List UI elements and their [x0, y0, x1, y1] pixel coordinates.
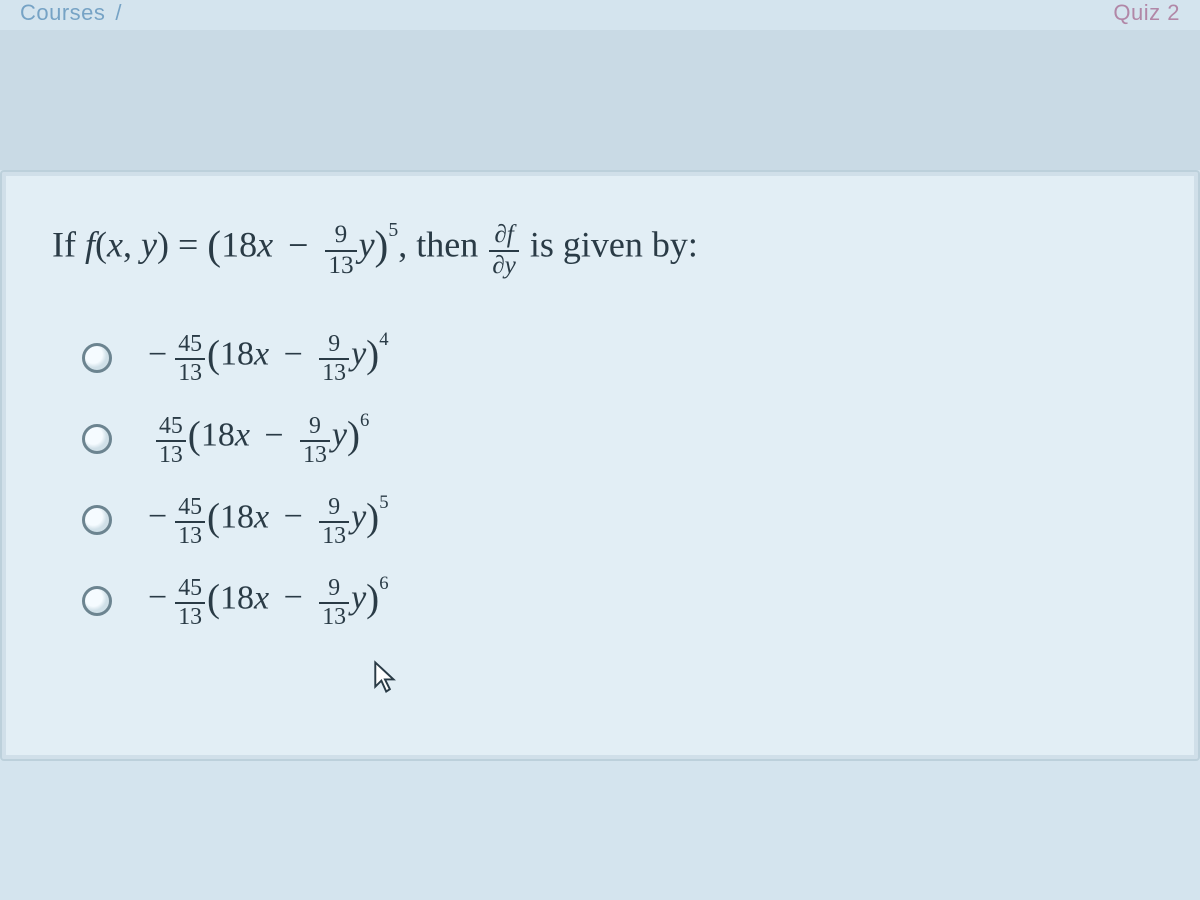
- stem-if: If: [52, 225, 85, 265]
- o4-inner-frac: 913: [319, 576, 349, 630]
- o3-sign: −: [142, 498, 173, 535]
- stem-minus: −: [273, 225, 323, 265]
- stem-partial-top: ∂f: [489, 222, 519, 251]
- o3-inner-frac: 913: [319, 495, 349, 549]
- stem-partial-bot: ∂y: [489, 252, 519, 279]
- radio-2[interactable]: [82, 424, 112, 454]
- stem-close-paren: ): [157, 225, 169, 265]
- o3-coef: 4513: [175, 495, 205, 549]
- stem-18: 18: [221, 225, 257, 265]
- o1-coef: 4513: [175, 332, 205, 386]
- breadcrumb-left[interactable]: Courses: [20, 0, 105, 26]
- stem-equals: =: [178, 225, 207, 265]
- stem-tail: is given by:: [530, 225, 698, 265]
- option-2-expr: 4513(18x − 913y)6: [142, 410, 369, 467]
- stem-partial: ∂f∂y: [489, 222, 519, 279]
- o4-sign: −: [142, 579, 173, 616]
- stem-frac: 913: [325, 222, 356, 279]
- breadcrumb-sep: /: [115, 0, 122, 26]
- stem-frac-den: 13: [325, 252, 356, 279]
- stem-big-close: ): [375, 222, 389, 268]
- question-stem: If f(x, y) = (18x − 913y)5, then ∂f∂y is…: [52, 212, 1148, 279]
- radio-3[interactable]: [82, 505, 112, 535]
- radio-4[interactable]: [82, 586, 112, 616]
- o3-power: 5: [379, 492, 388, 513]
- stem-x2: x: [257, 225, 273, 265]
- option-4-expr: −4513(18x − 913y)6: [142, 573, 389, 630]
- option-1-expr: −4513(18x − 913y)4: [142, 329, 389, 386]
- o2-sign: [142, 417, 154, 454]
- option-2[interactable]: 4513(18x − 913y)6: [82, 410, 1148, 467]
- option-4[interactable]: −4513(18x − 913y)6: [82, 573, 1148, 630]
- spacer-strip: [0, 30, 1200, 170]
- stem-then: , then: [398, 225, 487, 265]
- stem-frac-num: 9: [325, 222, 356, 251]
- stem-big-open: (: [207, 222, 221, 268]
- o2-coef: 4513: [156, 414, 186, 468]
- option-1[interactable]: −4513(18x − 913y)4: [82, 329, 1148, 386]
- options-list: −4513(18x − 913y)4 4513(18x − 913y)6 −45…: [52, 329, 1148, 629]
- o4-power: 6: [379, 573, 388, 594]
- option-3[interactable]: −4513(18x − 913y)5: [82, 492, 1148, 549]
- breadcrumb-right[interactable]: Quiz 2: [1113, 0, 1180, 26]
- o2-power: 6: [360, 410, 369, 431]
- cursor-icon: [372, 660, 398, 694]
- stem-y2: y: [359, 225, 375, 265]
- stem-open-paren: (: [95, 225, 107, 265]
- breadcrumb: Courses / Quiz 2: [0, 0, 1200, 30]
- o1-power: 4: [379, 329, 388, 350]
- o4-coef: 4513: [175, 576, 205, 630]
- cursor-area: [52, 660, 1148, 699]
- stem-comma: ,: [123, 225, 141, 265]
- o1-inner-frac: 913: [319, 332, 349, 386]
- stem-power: 5: [388, 219, 398, 241]
- stem-f: f: [85, 225, 95, 265]
- option-3-expr: −4513(18x − 913y)5: [142, 492, 389, 549]
- stem-x: x: [107, 225, 123, 265]
- radio-1[interactable]: [82, 343, 112, 373]
- stem-y: y: [141, 225, 157, 265]
- question-card: If f(x, y) = (18x − 913y)5, then ∂f∂y is…: [0, 170, 1200, 761]
- o1-sign: −: [142, 336, 173, 373]
- o2-inner-frac: 913: [300, 414, 330, 468]
